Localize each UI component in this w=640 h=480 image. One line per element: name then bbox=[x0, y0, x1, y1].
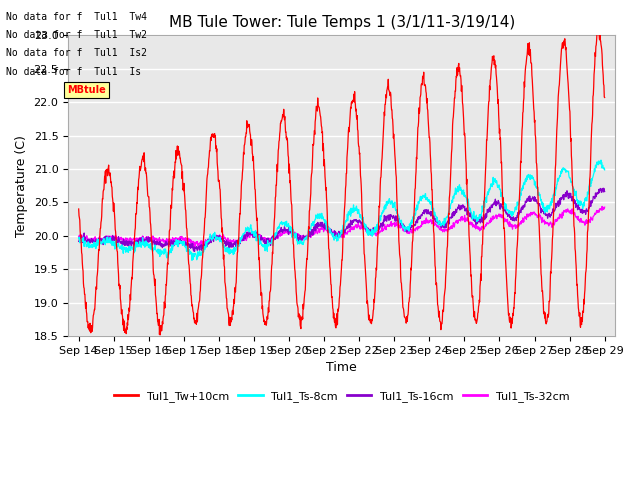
Text: No data for f  Tul1  Tw4: No data for f Tul1 Tw4 bbox=[6, 12, 147, 22]
Y-axis label: Temperature (C): Temperature (C) bbox=[15, 135, 28, 237]
Text: MBtule: MBtule bbox=[67, 85, 106, 95]
Text: No data for f  Tul1  Is: No data for f Tul1 Is bbox=[6, 67, 141, 77]
Legend: Tul1_Tw+10cm, Tul1_Ts-8cm, Tul1_Ts-16cm, Tul1_Ts-32cm: Tul1_Tw+10cm, Tul1_Ts-8cm, Tul1_Ts-16cm,… bbox=[109, 387, 574, 407]
Text: No data for f  Tul1  Is2: No data for f Tul1 Is2 bbox=[6, 48, 147, 59]
Title: MB Tule Tower: Tule Temps 1 (3/1/11-3/19/14): MB Tule Tower: Tule Temps 1 (3/1/11-3/19… bbox=[168, 15, 515, 30]
X-axis label: Time: Time bbox=[326, 361, 357, 374]
Text: No data for f  Tul1  Tw2: No data for f Tul1 Tw2 bbox=[6, 30, 147, 40]
